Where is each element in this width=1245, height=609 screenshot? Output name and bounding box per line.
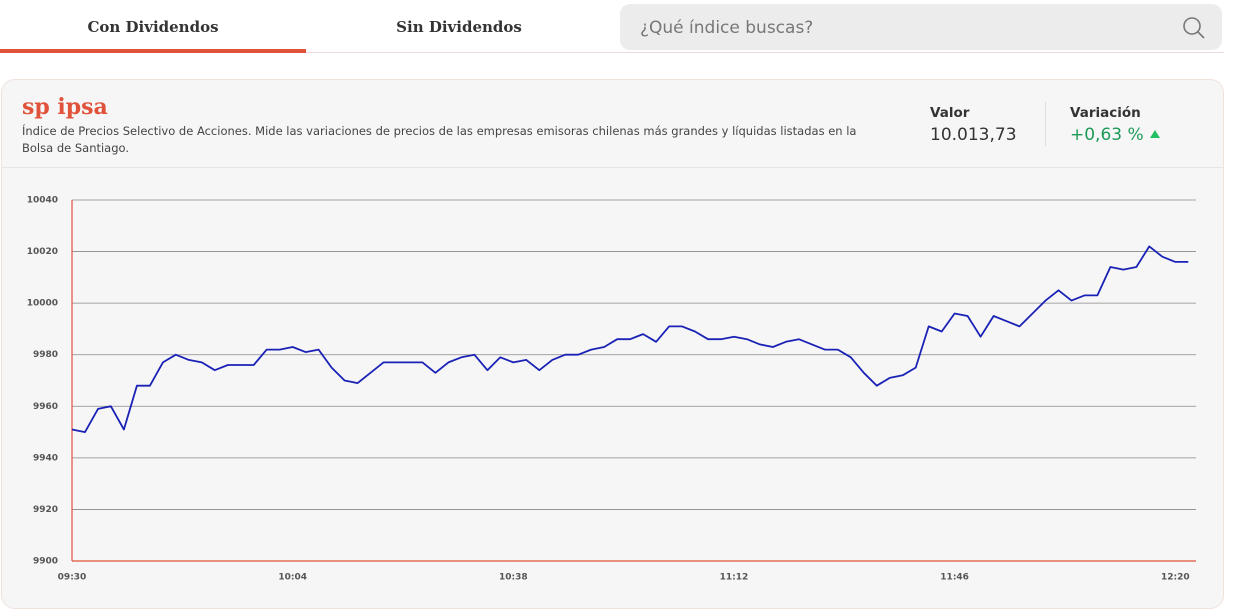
index-name: sp ipsa xyxy=(22,94,108,120)
y-tick-label: 10020 xyxy=(27,247,58,257)
x-tick-label: 11:12 xyxy=(720,573,749,583)
tab-divider xyxy=(0,52,1224,53)
price-line xyxy=(71,245,1189,433)
x-tick-label: 10:04 xyxy=(278,573,307,583)
value-label: Valor xyxy=(930,105,970,121)
variation-value: +0,63 % xyxy=(1070,125,1144,145)
separator xyxy=(1045,102,1046,146)
index-header: sp ipsa Índice de Precios Selectivo de A… xyxy=(2,80,1223,168)
tab[interactable]: Sin Dividendos xyxy=(396,18,522,36)
y-tick-label: 9940 xyxy=(33,453,58,463)
index-card: sp ipsa Índice de Precios Selectivo de A… xyxy=(1,79,1224,609)
variation: +0,63 % xyxy=(1070,125,1161,145)
y-tick-label: 10040 xyxy=(27,196,58,206)
y-tick-label: 10000 xyxy=(27,299,58,309)
x-tick-label: 11:46 xyxy=(940,573,969,583)
x-tick-label: 09:30 xyxy=(58,573,87,583)
y-tick-label: 9980 xyxy=(33,350,58,360)
x-tick-label: 10:38 xyxy=(499,573,528,583)
active-tab-indicator xyxy=(0,49,306,53)
y-tick-label: 9900 xyxy=(33,557,58,567)
x-tick-label: 12:20 xyxy=(1161,573,1190,583)
variation-label: Variación xyxy=(1070,105,1141,121)
y-tick-label: 9960 xyxy=(33,402,58,412)
tab[interactable]: Con Dividendos xyxy=(87,18,219,36)
index-description: Índice de Precios Selectivo de Acciones.… xyxy=(22,124,857,155)
search-box[interactable]: ¿Qué índice buscas? xyxy=(620,4,1222,50)
search-icon[interactable] xyxy=(1182,16,1206,40)
y-tick-label: 9920 xyxy=(33,505,58,515)
up-icon xyxy=(1150,130,1161,138)
search-placeholder: ¿Qué índice buscas? xyxy=(640,18,814,38)
value: 10.013,73 xyxy=(930,125,1017,145)
